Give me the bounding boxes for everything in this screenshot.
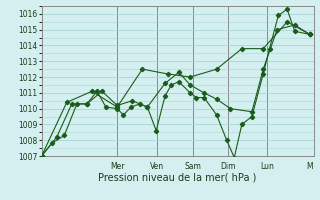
Text: M: M <box>307 162 313 171</box>
X-axis label: Pression niveau de la mer( hPa ): Pression niveau de la mer( hPa ) <box>99 173 257 183</box>
Text: Sam: Sam <box>184 162 201 171</box>
Text: Mer: Mer <box>110 162 124 171</box>
Text: Ven: Ven <box>150 162 164 171</box>
Text: Dim: Dim <box>220 162 236 171</box>
Text: Lun: Lun <box>260 162 274 171</box>
